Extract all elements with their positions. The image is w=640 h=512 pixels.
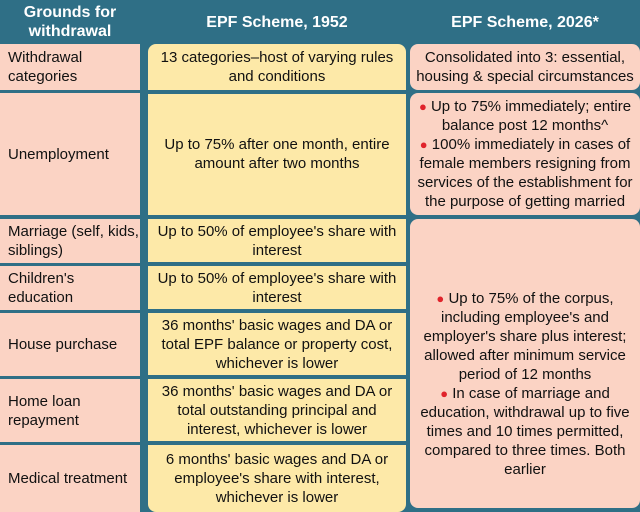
bullet-item: ● Up to 75% of the corpus, including emp… [423,290,627,383]
new-withdrawal-categories: Consolidated into 3: essential, housing … [410,44,640,90]
row-divider [148,262,406,266]
ground-marriage: Marriage (self, kids, siblings) [0,219,140,263]
ground-unemployment: Unemployment [0,93,140,215]
new-other-withdrawals: ● Up to 75% of the corpus, including emp… [410,219,640,508]
old-medical-treatment: 6 months' basic wages and DA or employee… [165,451,389,506]
header-grounds: Grounds for withdrawal [23,4,117,40]
ground-withdrawal-categories: Withdrawal categories [0,44,140,90]
bullet-dot-icon: ● [436,291,445,306]
old-house-purchase: 36 months' basic wages and DA or total E… [161,317,393,372]
ground-medical-treatment: Medical treatment [0,445,140,512]
row-divider [148,215,406,219]
epf-1952-column [148,44,406,512]
bullet-dot-icon: ● [440,386,449,401]
ground-house-purchase: House purchase [0,313,140,376]
bullet-item: ● Up to 75% immediately; entire balance … [418,98,632,134]
bullet-item: ● In case of marriage and education, wit… [420,385,630,478]
ground-childrens-education: Children's education [0,266,140,310]
bullet-dot-icon: ● [418,99,427,114]
row-divider [148,309,406,313]
old-withdrawal-categories: 13 categories–host of varying rules and … [160,49,394,85]
bullet-dot-icon: ● [419,137,428,152]
row-divider [148,90,406,94]
old-home-loan-repayment: 36 months' basic wages and DA or total o… [161,383,393,438]
old-unemployment: Up to 75% after one month, entire amount… [164,136,390,172]
header-epf-2026: EPF Scheme, 2026* [451,13,599,31]
old-childrens-education: Up to 50% of employee's share with inter… [157,270,397,306]
ground-home-loan-repayment: Home loan repayment [0,379,140,442]
row-divider [148,375,406,379]
new-unemployment: ● Up to 75% immediately; entire balance … [410,93,640,215]
bullet-item: ● 100% immediately in cases of female me… [417,136,633,210]
header-epf-1952: EPF Scheme, 1952 [206,13,348,31]
row-divider [148,441,406,445]
old-marriage: Up to 50% of employee's share with inter… [157,223,397,259]
